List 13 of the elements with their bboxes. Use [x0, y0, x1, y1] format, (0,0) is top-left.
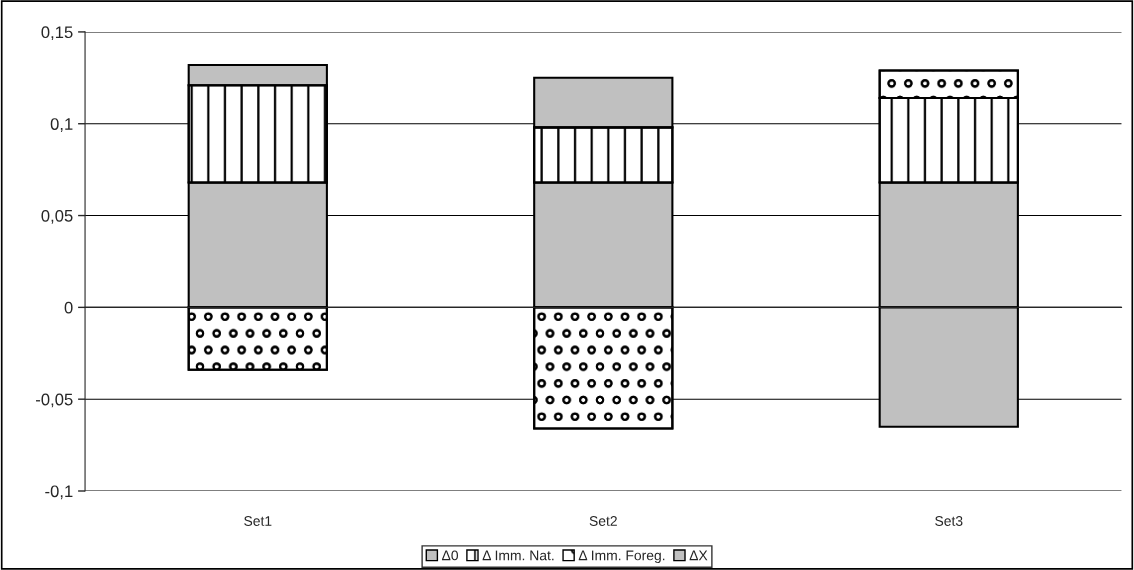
legend-label: Δ Imm. Nat.	[482, 550, 554, 561]
x-tick-label: Set3	[935, 516, 963, 526]
x-tick-label: Set2	[589, 516, 617, 526]
y-tick-label: 0,05	[41, 209, 73, 224]
y-tick-label: -0,05	[36, 393, 73, 408]
y-tick-label: 0,1	[50, 118, 73, 132]
y-tick-label: 0,15	[41, 26, 73, 41]
legend-label: ΔX	[689, 550, 708, 561]
y-tick-label: 0	[64, 301, 73, 314]
legend-label: Δ0	[441, 550, 459, 561]
legend-label: Δ Imm. Foreg.	[578, 550, 665, 564]
y-tick-label: -0,1	[45, 485, 73, 500]
x-tick-label: Set1	[244, 516, 272, 526]
